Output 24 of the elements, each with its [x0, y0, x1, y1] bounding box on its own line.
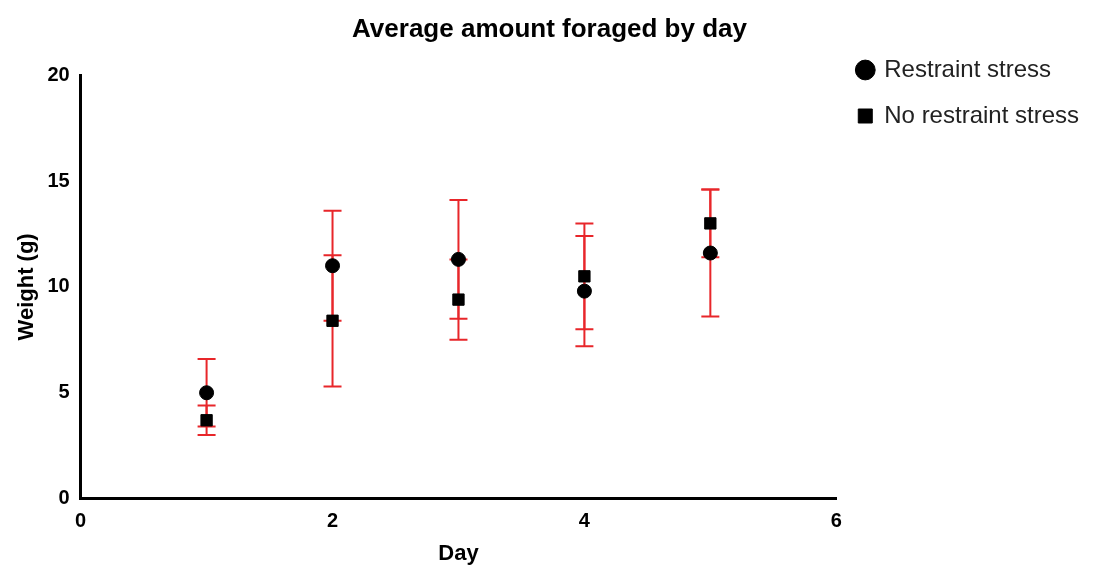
- point: [199, 385, 215, 401]
- point: [702, 245, 718, 261]
- point: [452, 293, 465, 306]
- point: [325, 258, 341, 274]
- y-tick-label: 5: [58, 380, 70, 403]
- point: [576, 283, 592, 299]
- legend-label: Restraint stress: [884, 54, 1051, 82]
- y-tick-label: 15: [47, 168, 70, 191]
- y-axis-title: Weight (g): [13, 233, 39, 341]
- chart-title: Average amount foraged by day: [352, 12, 748, 43]
- x-tick-label: 6: [830, 509, 842, 532]
- point: [450, 251, 466, 267]
- x-tick-label: 4: [578, 509, 591, 532]
- x-tick-label: 2: [326, 509, 339, 532]
- point: [326, 314, 339, 327]
- legend-label: No restraint stress: [884, 100, 1079, 128]
- point: [200, 414, 213, 427]
- x-tick-label: 0: [75, 509, 87, 532]
- y-tick-label: 10: [47, 274, 70, 297]
- point: [578, 270, 591, 283]
- point: [704, 217, 717, 230]
- y-tick-label: 0: [58, 486, 70, 509]
- y-tick-label: 20: [47, 62, 70, 85]
- x-axis-title: Day: [438, 539, 480, 565]
